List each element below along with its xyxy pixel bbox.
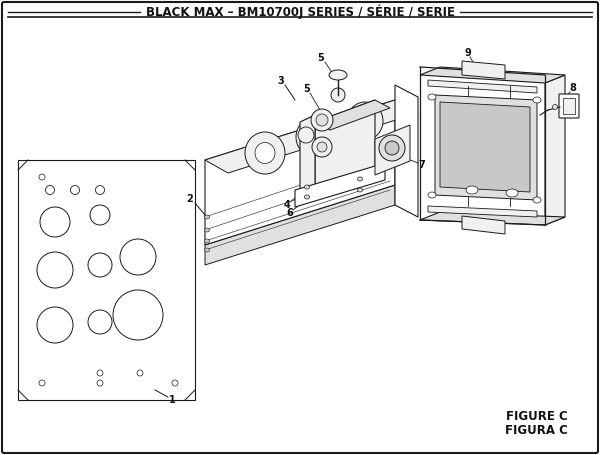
Polygon shape [205, 185, 395, 265]
FancyBboxPatch shape [559, 94, 579, 118]
Polygon shape [205, 100, 395, 245]
Ellipse shape [205, 248, 209, 252]
Polygon shape [435, 95, 537, 200]
Ellipse shape [533, 97, 541, 103]
Ellipse shape [312, 137, 332, 157]
Ellipse shape [305, 127, 325, 147]
Polygon shape [545, 75, 565, 225]
Ellipse shape [172, 380, 178, 386]
Ellipse shape [305, 195, 310, 199]
Ellipse shape [379, 135, 405, 161]
Ellipse shape [39, 174, 45, 180]
Polygon shape [315, 100, 390, 130]
Text: 5: 5 [317, 53, 325, 63]
Ellipse shape [356, 111, 374, 131]
Ellipse shape [533, 197, 541, 203]
Polygon shape [295, 163, 385, 207]
Polygon shape [315, 100, 375, 197]
Ellipse shape [113, 290, 163, 340]
Ellipse shape [71, 186, 79, 194]
Ellipse shape [40, 207, 70, 237]
Ellipse shape [553, 105, 557, 110]
Polygon shape [205, 100, 418, 173]
Ellipse shape [37, 307, 73, 343]
Ellipse shape [298, 127, 314, 143]
Ellipse shape [137, 370, 143, 376]
Polygon shape [18, 160, 195, 400]
Polygon shape [428, 206, 537, 217]
Ellipse shape [331, 88, 345, 102]
Ellipse shape [245, 132, 285, 174]
Text: FIGURA C: FIGURA C [505, 425, 568, 438]
Ellipse shape [95, 186, 104, 194]
Text: 2: 2 [187, 194, 193, 204]
Ellipse shape [506, 189, 518, 197]
Polygon shape [462, 216, 505, 234]
Ellipse shape [385, 141, 399, 155]
Ellipse shape [296, 117, 334, 157]
Ellipse shape [428, 94, 436, 100]
Ellipse shape [311, 109, 333, 131]
Ellipse shape [358, 177, 362, 181]
Text: FIGURE C: FIGURE C [506, 410, 568, 424]
Ellipse shape [39, 380, 45, 386]
Ellipse shape [90, 205, 110, 225]
Polygon shape [420, 212, 565, 225]
Ellipse shape [466, 186, 478, 194]
Ellipse shape [205, 215, 209, 219]
Ellipse shape [317, 142, 327, 152]
Ellipse shape [88, 253, 112, 277]
Polygon shape [300, 115, 315, 197]
Text: 5: 5 [304, 84, 310, 94]
Text: 1: 1 [169, 395, 175, 405]
Text: 4: 4 [284, 200, 290, 210]
Text: BLACK MAX – BM10700J SERIES / SÉRIE / SERIE: BLACK MAX – BM10700J SERIES / SÉRIE / SE… [146, 5, 455, 19]
Ellipse shape [428, 192, 436, 198]
Ellipse shape [305, 185, 310, 189]
Text: 9: 9 [464, 48, 472, 58]
Text: 7: 7 [419, 160, 425, 170]
Ellipse shape [97, 370, 103, 376]
Bar [563, 98, 575, 114]
Ellipse shape [358, 188, 362, 192]
Polygon shape [440, 102, 530, 192]
Ellipse shape [88, 310, 112, 334]
Ellipse shape [255, 142, 275, 163]
Text: 3: 3 [278, 76, 284, 86]
Text: 8: 8 [569, 83, 577, 93]
Text: 6: 6 [287, 208, 293, 218]
Polygon shape [395, 85, 418, 217]
Ellipse shape [46, 186, 55, 194]
Ellipse shape [205, 239, 209, 243]
Ellipse shape [316, 114, 328, 126]
Ellipse shape [347, 102, 383, 140]
Ellipse shape [37, 252, 73, 288]
Polygon shape [375, 125, 410, 175]
Ellipse shape [120, 239, 156, 275]
Polygon shape [428, 80, 537, 93]
Polygon shape [462, 61, 505, 79]
Ellipse shape [329, 70, 347, 80]
Ellipse shape [205, 228, 209, 232]
Polygon shape [420, 67, 565, 83]
Ellipse shape [97, 380, 103, 386]
